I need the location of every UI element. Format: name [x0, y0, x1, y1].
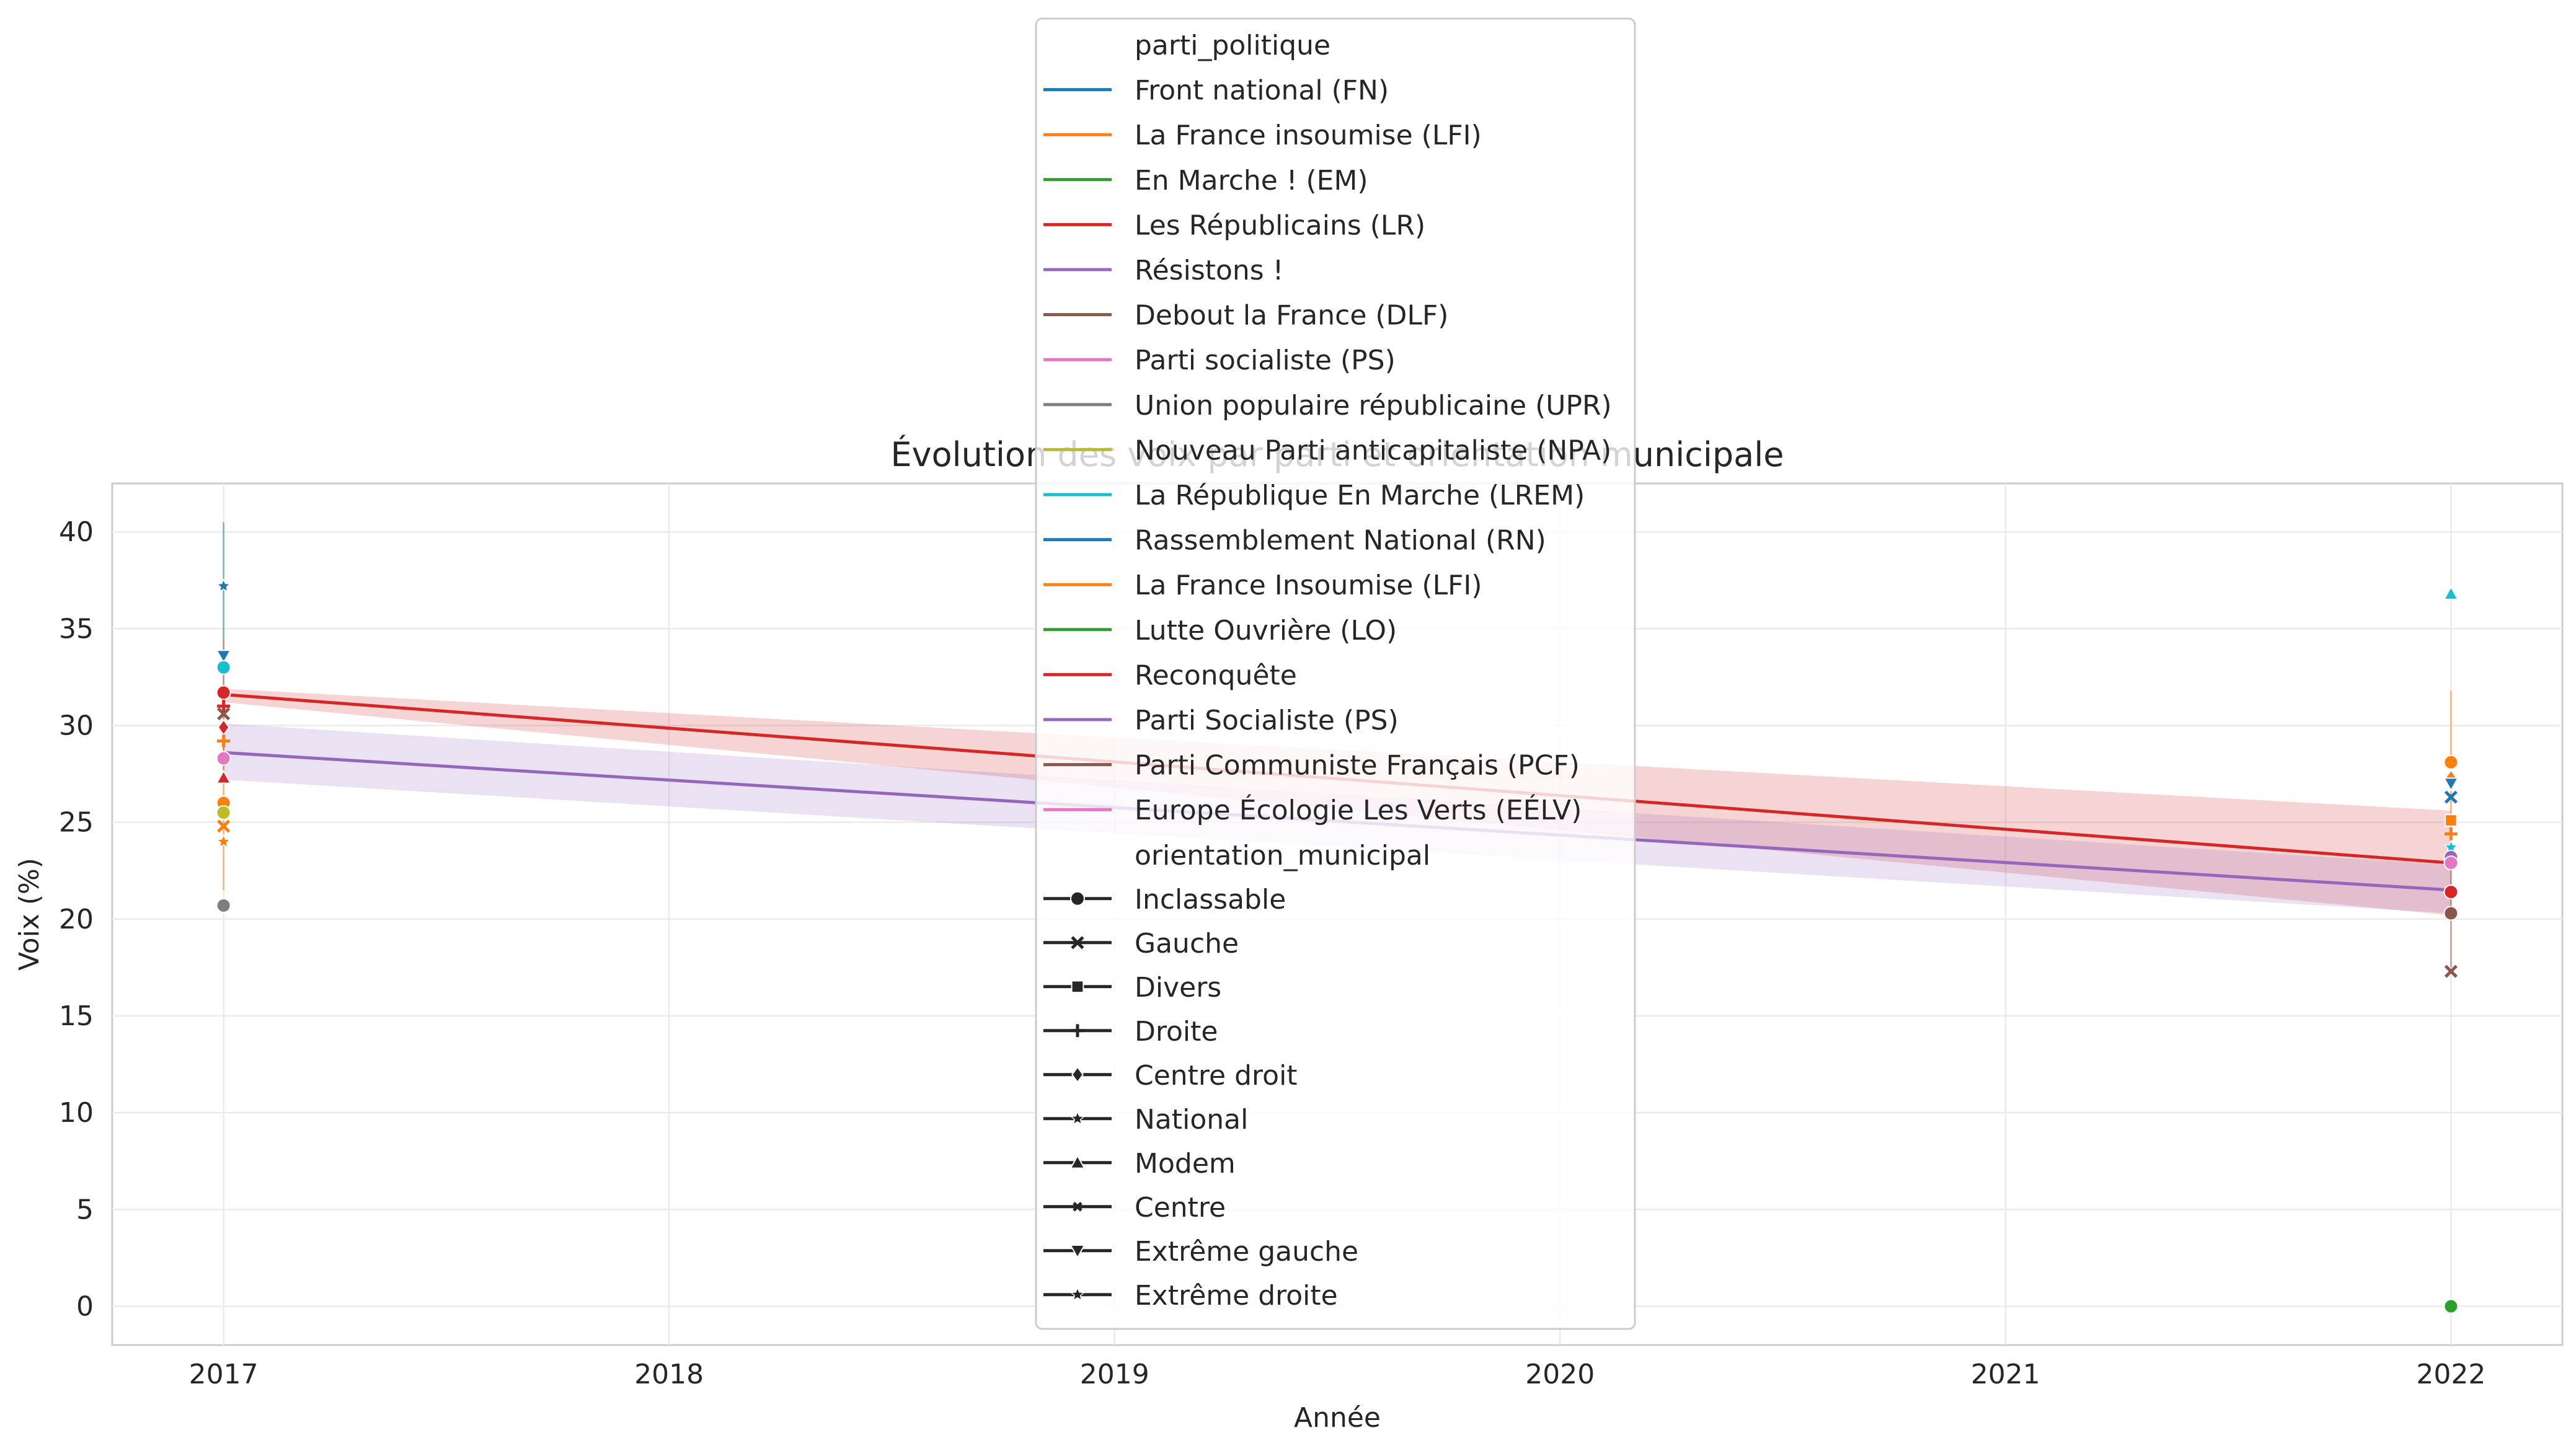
y-tick-label: 0 — [76, 1291, 94, 1323]
data-point — [2444, 964, 2458, 978]
y-tick-label: 20 — [59, 904, 94, 935]
legend-entry-label: Reconquête — [1135, 659, 1297, 691]
legend-style-marker — [1069, 1110, 1086, 1126]
x-tick-label: 2017 — [189, 1359, 259, 1390]
legend-entry-label: La France insoumise (LFI) — [1135, 120, 1482, 151]
data-point — [2445, 814, 2458, 827]
legend-style-label: National — [1135, 1104, 1248, 1136]
data-point — [216, 685, 231, 700]
legend-style-marker — [1071, 1024, 1084, 1038]
legend-style-marker — [1069, 1154, 1086, 1169]
x-tick-label: 2021 — [1971, 1359, 2040, 1390]
legend-style-label: Gauche — [1135, 928, 1239, 959]
data-point — [216, 898, 231, 913]
legend-style-label: Extrême gauche — [1135, 1236, 1358, 1268]
data-point — [2443, 585, 2459, 600]
legend-style-marker — [1071, 936, 1084, 950]
legend-style-marker — [1069, 1286, 1086, 1302]
x-tick-label: 2019 — [1080, 1359, 1149, 1390]
data-point — [217, 734, 231, 748]
data-point — [217, 819, 231, 833]
legend-hue-title: parti_politique — [1135, 30, 1330, 61]
legend-entry-label: La République En Marche (LREM) — [1135, 480, 1585, 511]
data-point — [2443, 884, 2459, 900]
legend-style-marker — [1069, 1245, 1086, 1259]
legend-entry-label: Résistons ! — [1135, 255, 1283, 286]
data-point — [215, 769, 232, 784]
legend-style-marker — [1071, 1065, 1084, 1083]
data-point — [216, 833, 231, 849]
legend-style-label: Centre droit — [1135, 1060, 1298, 1092]
data-point — [216, 659, 231, 675]
legend-entry-label: Nouveau Parti anticapitaliste (NPA) — [1135, 434, 1611, 466]
x-tick-label: 2018 — [634, 1359, 704, 1390]
y-tick-label: 15 — [59, 1000, 94, 1032]
data-points — [215, 578, 2459, 1314]
legend-style-label: Divers — [1135, 972, 1221, 1003]
legend-style-title: orientation_municipal — [1135, 840, 1430, 871]
data-point — [216, 578, 231, 593]
tick-labels: 2017 2018 2019 2020 2021 2022 0 5 10 15 20 25 30 35 40 — [59, 516, 2485, 1390]
data-point — [2444, 827, 2458, 840]
legend-entry-label: Parti Socialiste (PS) — [1135, 705, 1399, 736]
legend-style-label: Extrême droite — [1135, 1280, 1338, 1312]
data-point — [2443, 855, 2459, 871]
legend-style-label: Centre — [1135, 1192, 1226, 1224]
legend-style-marker — [1071, 980, 1084, 994]
data-point — [216, 805, 231, 821]
legend-entry-label: Rassemblement National (RN) — [1135, 525, 1546, 557]
legend-style-label: Inclassable — [1135, 884, 1286, 915]
legend-style-label: Droite — [1135, 1016, 1218, 1047]
y-tick-label: 5 — [76, 1194, 94, 1225]
legend-entry-label: La France Insoumise (LFI) — [1135, 570, 1482, 601]
data-point — [215, 650, 232, 664]
x-tick-label: 2022 — [2416, 1359, 2485, 1390]
legend-entry-label: Les Républicains (LR) — [1135, 209, 1425, 241]
legend-style-marker — [1070, 891, 1085, 906]
y-tick-label: 30 — [59, 710, 94, 741]
legend-box — [1035, 17, 1636, 1330]
legend-style-label: Modem — [1135, 1148, 1236, 1180]
y-axis-label: Voix (%) — [14, 858, 45, 971]
y-tick-label: 10 — [59, 1097, 94, 1129]
data-point — [2443, 754, 2459, 770]
legend-entry-label: Lutte Ouvrière (LO) — [1135, 615, 1397, 646]
legend-items: parti_politique Front national (FN) La Fra… — [1043, 30, 1612, 1312]
legend-entry-label: Parti socialiste (PS) — [1135, 345, 1396, 376]
y-tick-label: 40 — [59, 516, 94, 548]
x-tick-label: 2020 — [1525, 1359, 1595, 1390]
legend: parti_politique Front national (FN) La Fra… — [1035, 17, 1636, 1330]
data-point — [2443, 777, 2459, 792]
legend-entry-label: Front national (FN) — [1135, 75, 1389, 107]
data-point — [217, 707, 231, 721]
legend-entry-label: Debout la France (DLF) — [1135, 300, 1448, 332]
y-tick-label: 25 — [59, 807, 94, 839]
legend-entry-label: Union populaire républicaine (UPR) — [1135, 390, 1612, 421]
data-point — [2443, 1299, 2459, 1314]
data-point — [2444, 790, 2458, 804]
data-point — [217, 699, 231, 713]
data-point — [216, 751, 231, 766]
legend-entry-label: Parti Communiste Français (PCF) — [1135, 750, 1580, 782]
x-axis-label: Année — [1294, 1402, 1381, 1434]
y-tick-label: 35 — [59, 613, 94, 645]
legend-style-marker — [1073, 1201, 1082, 1212]
legend-entry-label: En Marche ! (EM) — [1135, 165, 1368, 196]
data-point — [2443, 906, 2459, 921]
legend-entry-label: Europe Écologie Les Verts (EÉLV) — [1135, 793, 1582, 826]
